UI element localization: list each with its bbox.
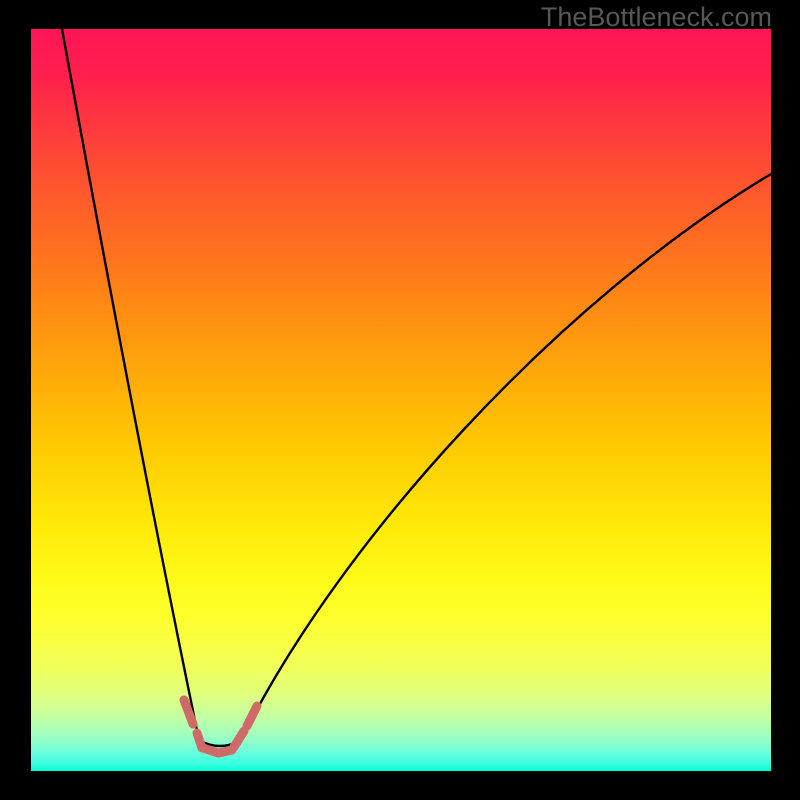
valley-tick [219,750,232,753]
figure-canvas: TheBottleneck.com [0,0,800,800]
watermark-text: TheBottleneck.com [541,2,772,33]
bottleneck-curve [31,29,771,771]
plot-area [31,29,771,771]
valley-tick [247,706,257,726]
curve-path [62,29,771,746]
valley-tick [234,731,244,747]
